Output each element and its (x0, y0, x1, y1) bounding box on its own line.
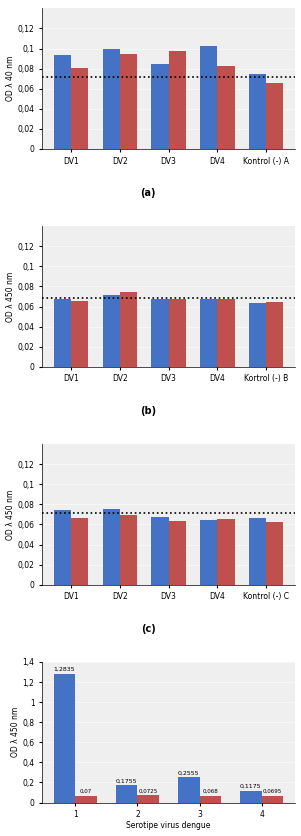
Bar (249, 74, 266, 149)
Bar (217, 65, 234, 149)
Text: 0,0725: 0,0725 (139, 789, 158, 793)
Bar (151, 64, 169, 149)
Bar (103, 48, 120, 149)
Bar (240, 791, 262, 803)
Bar (249, 303, 266, 367)
Bar (116, 785, 138, 803)
Text: 0,068: 0,068 (203, 789, 218, 794)
Text: 0,07: 0,07 (80, 789, 92, 794)
Text: (c): (c) (141, 624, 156, 634)
Bar (54, 298, 71, 367)
Bar (178, 777, 200, 803)
Bar (266, 302, 284, 367)
Text: 0,1175: 0,1175 (240, 784, 262, 789)
Bar (71, 300, 88, 367)
Bar (266, 83, 284, 149)
Text: (b): (b) (140, 406, 157, 416)
Bar (200, 521, 217, 584)
Bar (71, 518, 88, 584)
Bar (200, 796, 221, 803)
Y-axis label: OD λ 450 nm: OD λ 450 nm (6, 489, 15, 539)
Bar (169, 50, 186, 149)
Text: (a): (a) (141, 188, 156, 198)
Bar (120, 516, 137, 584)
Y-axis label: OD λ 40 nm: OD λ 40 nm (6, 56, 15, 101)
Bar (54, 674, 75, 803)
Bar (75, 796, 97, 803)
Bar (54, 511, 71, 584)
Bar (71, 68, 88, 149)
X-axis label: Serotipe virus dengue: Serotipe virus dengue (126, 821, 211, 829)
Bar (169, 522, 186, 584)
Bar (103, 294, 120, 367)
Text: 0,0695: 0,0695 (263, 789, 282, 794)
Bar (262, 796, 284, 803)
Text: 0,1755: 0,1755 (116, 778, 137, 783)
Bar (151, 298, 169, 367)
Bar (200, 45, 217, 149)
Bar (120, 292, 137, 367)
Text: 1,2835: 1,2835 (54, 667, 75, 672)
Bar (54, 54, 71, 149)
Y-axis label: OD λ 450 nm: OD λ 450 nm (6, 272, 15, 322)
Bar (169, 298, 186, 367)
Bar (138, 795, 159, 803)
Bar (120, 54, 137, 149)
Bar (217, 298, 234, 367)
Bar (266, 522, 284, 584)
Bar (200, 298, 217, 367)
Bar (151, 517, 169, 584)
Text: 0,2555: 0,2555 (178, 771, 200, 776)
Bar (217, 519, 234, 584)
Bar (249, 518, 266, 584)
Bar (103, 509, 120, 584)
Y-axis label: OD λ 450 nm: OD λ 450 nm (11, 707, 20, 757)
